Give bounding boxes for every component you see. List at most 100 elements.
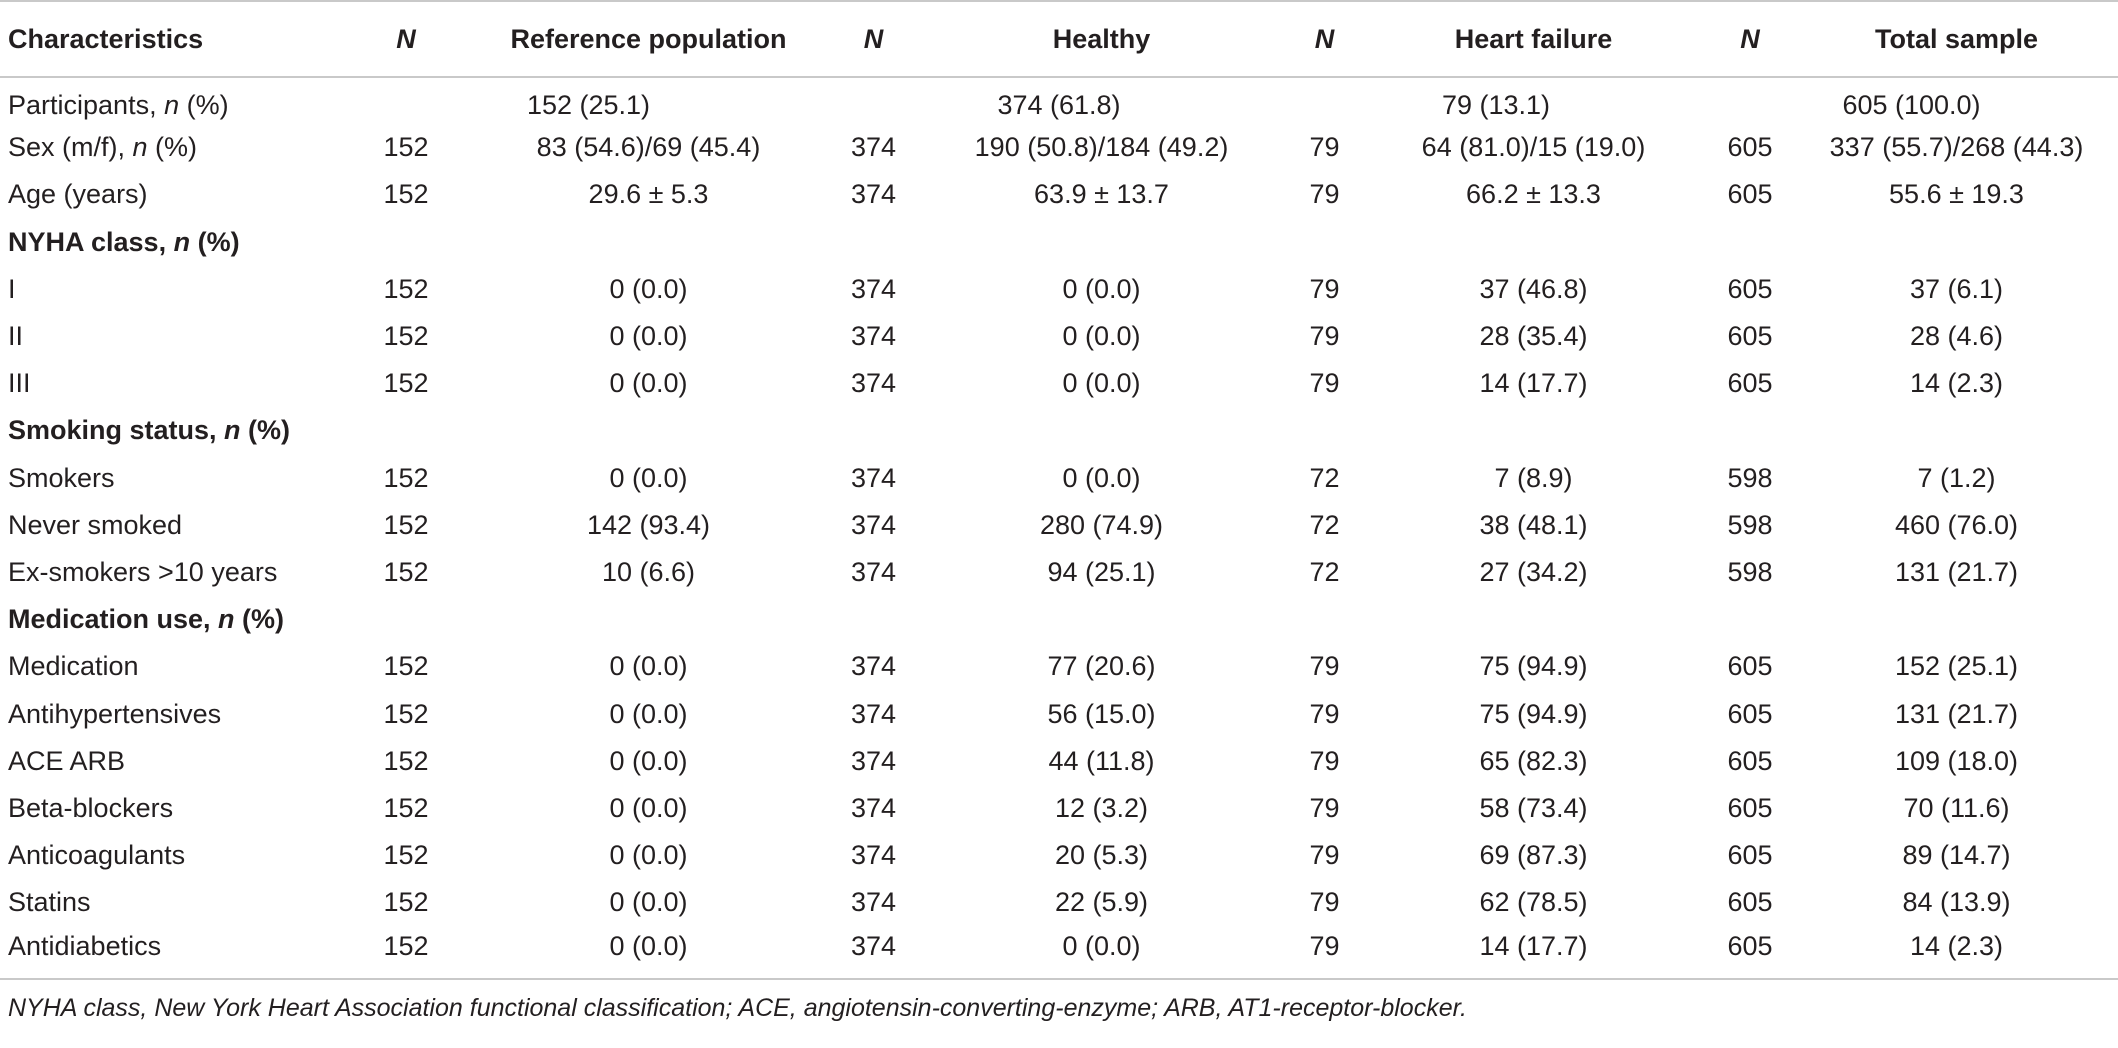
cell-n-heart-failure: 79	[1309, 840, 1340, 871]
cell-n-total: 598	[1727, 462, 1773, 493]
row-label: Participants, n (%)	[0, 77, 346, 124]
cell-healthy: 0 (0.0)	[1062, 273, 1141, 304]
cell-heart-failure: 27 (34.2)	[1479, 556, 1588, 587]
row-label-italic: n	[132, 132, 148, 163]
header-n-reference: N	[346, 0, 466, 78]
row-label-suffix: (%)	[240, 415, 291, 446]
table-row: Anticoagulants 152 0 (0.0) 374 20 (5.3) 79 69 …	[0, 832, 2118, 879]
cell-n-total: 605	[1727, 273, 1773, 304]
cell-reference-population: 0 (0.0)	[609, 887, 688, 918]
cell-n-reference: 152	[383, 321, 429, 352]
table-row: Antidiabetics 152 0 (0.0) 374 0 (0.0) 79 14 (1…	[0, 926, 2118, 973]
cell-n-heart-failure: 79	[1309, 887, 1340, 918]
row-label: Sex (m/f), n (%)	[0, 124, 346, 171]
cell-total-sample: 605 (100.0)	[1842, 89, 1981, 120]
cell-healthy: 0 (0.0)	[1062, 462, 1141, 493]
section-row: Medication use, n (%)	[0, 596, 2118, 643]
cell-n-reference: 152	[383, 179, 429, 210]
row-label-text: NYHA class,	[8, 226, 174, 257]
cell-heart-failure: 79 (13.1)	[1441, 89, 1551, 120]
row-label-text: Ex-smokers >10 years	[8, 556, 278, 587]
cell-n-healthy: 374	[850, 792, 897, 823]
cell-n-healthy: 374	[850, 887, 897, 918]
row-label-text: Statins	[8, 887, 91, 918]
cell-reference-population: 0 (0.0)	[609, 745, 688, 776]
cell-n-heart-failure: 79	[1309, 273, 1340, 304]
table-header: Characteristics N Reference population N…	[0, 0, 2118, 78]
table-row: I 152 0 (0.0) 374 0 (0.0) 79 37 (46.8) 605 37 (6…	[0, 266, 2118, 313]
table-footnote: NYHA class, New York Heart Association f…	[0, 977, 2118, 1023]
table-row: Statins 152 0 (0.0) 374 22 (5.9) 79 62 (78.5) 6…	[0, 879, 2118, 926]
cell-heart-failure: 62 (78.5)	[1479, 887, 1588, 918]
cell-n-heart-failure: 79	[1309, 931, 1340, 962]
cell-n-reference: 152	[383, 462, 429, 493]
cell-healthy: 374 (61.8)	[997, 89, 1121, 120]
table-row: Smokers 152 0 (0.0) 374 0 (0.0) 72 7 (8.9) 598 7…	[0, 455, 2118, 502]
row-label-text: Never smoked	[8, 509, 183, 540]
header-n-healthy: N	[831, 0, 916, 78]
row-label: I	[0, 266, 346, 313]
header-n-heart-failure: N	[1287, 0, 1362, 78]
cell-n-healthy: 374	[850, 273, 897, 304]
cell-total-sample: 14 (2.3)	[1909, 368, 2004, 399]
cell-reference-population: 152 (25.1)	[526, 89, 651, 120]
cell-n-reference: 152	[383, 698, 429, 729]
cell-total-sample: 460 (76.0)	[1894, 509, 2019, 540]
cell-n-healthy: 374	[850, 509, 897, 540]
row-label-text: Participants,	[8, 89, 165, 120]
table-row: II 152 0 (0.0) 374 0 (0.0) 79 28 (35.4) 605 28 (…	[0, 313, 2118, 360]
section-label: Smoking status, n (%)	[0, 407, 346, 454]
row-label-text: Sex (m/f),	[8, 132, 133, 163]
cell-n-total: 605	[1727, 132, 1773, 163]
cell-reference-population: 0 (0.0)	[609, 462, 688, 493]
characteristics-table: Characteristics N Reference population N…	[0, 0, 2118, 974]
cell-n-heart-failure: 79	[1309, 321, 1340, 352]
cell-total-sample: 28 (4.6)	[1909, 321, 2004, 352]
cell-n-reference: 152	[383, 840, 429, 871]
cell-reference-population: 29.6 ± 5.3	[588, 179, 709, 210]
cell-heart-failure: 28 (35.4)	[1479, 321, 1588, 352]
header-n-total: N	[1705, 0, 1795, 78]
cell-n-healthy: 374	[850, 651, 897, 682]
cell-total-sample: 131 (21.7)	[1894, 698, 2019, 729]
cell-n-total: 605	[1727, 368, 1773, 399]
cell-reference-population: 10 (6.6)	[601, 556, 696, 587]
cell-n-total: 605	[1727, 840, 1773, 871]
cell-healthy: 22 (5.9)	[1054, 887, 1149, 918]
cell-n-heart-failure: 79	[1309, 698, 1340, 729]
table-row: Antihypertensives 152 0 (0.0) 374 56 (15.0) 7…	[0, 690, 2118, 737]
cell-n-heart-failure: 79	[1309, 368, 1340, 399]
table-row: Never smoked 152 142 (93.4) 374 280 (74.9) 72…	[0, 502, 2118, 549]
cell-reference-population: 0 (0.0)	[609, 698, 688, 729]
cell-heart-failure: 69 (87.3)	[1479, 840, 1588, 871]
cell-n-reference: 152	[383, 368, 429, 399]
cell-total-sample: 7 (1.2)	[1917, 462, 1996, 493]
cell-n-reference: 152	[383, 273, 429, 304]
table-row: ACE ARB 152 0 (0.0) 374 44 (11.8) 79 65 (82.3)…	[0, 738, 2118, 785]
row-label: Beta-blockers	[0, 785, 346, 832]
table-body: Participants, n (%) 152 (25.1) 374 (61.8) 7…	[0, 77, 2118, 974]
cell-healthy: 0 (0.0)	[1062, 931, 1141, 962]
row-label: III	[0, 360, 346, 407]
cell-heart-failure: 65 (82.3)	[1479, 745, 1588, 776]
row-label-text: Age (years)	[8, 179, 148, 210]
table-row: Beta-blockers 152 0 (0.0) 374 12 (3.2) 79 58 (…	[0, 785, 2118, 832]
cell-n-reference: 152	[383, 745, 429, 776]
cell-reference-population: 0 (0.0)	[609, 840, 688, 871]
cell-n-reference: 152	[383, 887, 429, 918]
cell-heart-failure: 64 (81.0)/15 (19.0)	[1421, 132, 1646, 163]
cell-n-total: 605	[1727, 698, 1773, 729]
cell-healthy: 44 (11.8)	[1048, 745, 1155, 776]
cell-reference-population: 0 (0.0)	[609, 273, 688, 304]
section-row: NYHA class, n (%)	[0, 219, 2118, 266]
row-label-text: Smokers	[8, 462, 115, 493]
header-total-sample: Total sample	[1795, 0, 2118, 78]
cell-n-heart-failure: 79	[1309, 745, 1340, 776]
table-row: III 152 0 (0.0) 374 0 (0.0) 79 14 (17.7) 605 14 …	[0, 360, 2118, 407]
cell-healthy: 0 (0.0)	[1062, 321, 1141, 352]
table-row: Participants, n (%) 152 (25.1) 374 (61.8) 7…	[0, 77, 2118, 124]
row-label: Smokers	[0, 455, 346, 502]
header-healthy: Healthy	[916, 0, 1287, 78]
cell-total-sample: 37 (6.1)	[1909, 273, 2004, 304]
cell-n-total: 605	[1727, 745, 1773, 776]
